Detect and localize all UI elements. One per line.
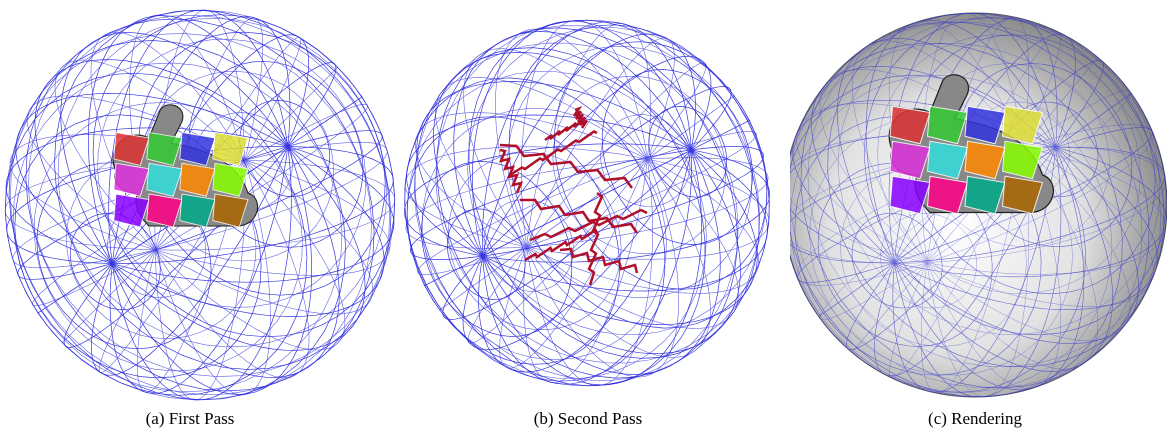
caption: (a) First Pass bbox=[146, 409, 235, 428]
figure: (a) First Pass (b) Second Pass (c) Rende… bbox=[0, 0, 1167, 437]
page: (a) First Pass (b) Second Pass (c) Rende… bbox=[0, 0, 1167, 437]
caption: (b) Second Pass bbox=[534, 409, 643, 428]
caption: (c) Rendering bbox=[928, 409, 1022, 428]
